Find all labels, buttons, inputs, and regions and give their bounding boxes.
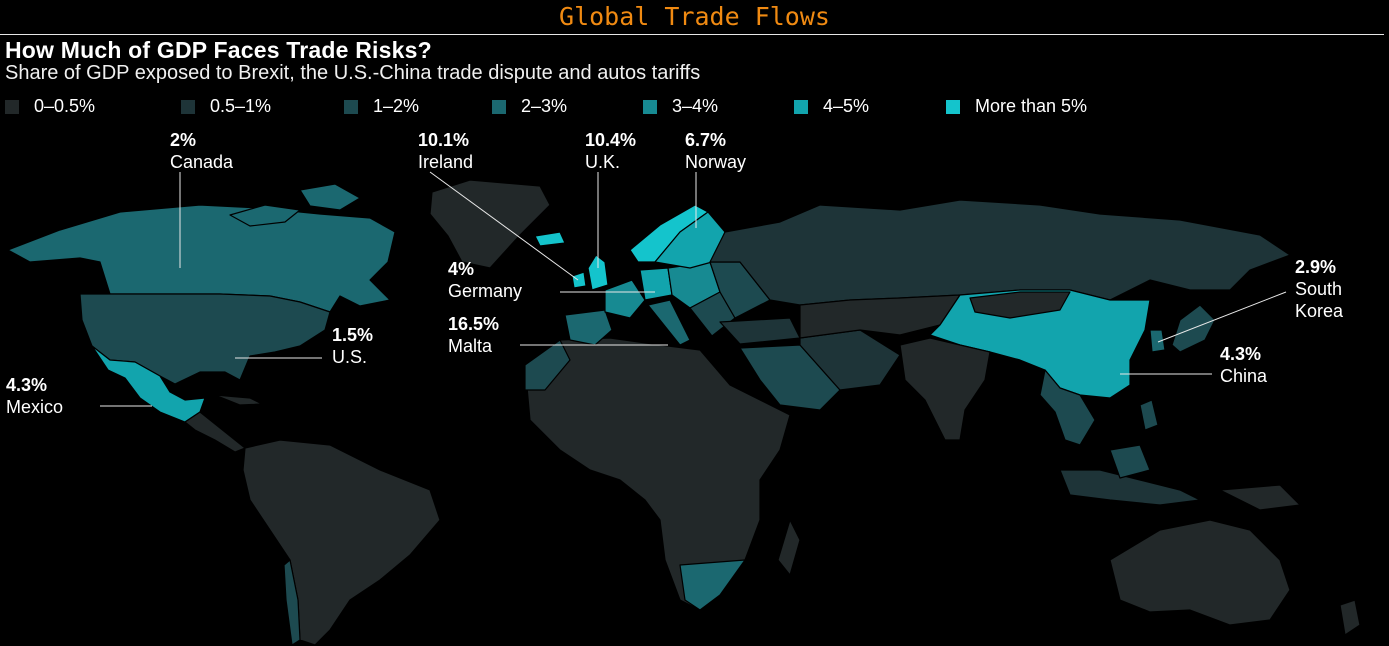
legend-label: 0.5–1% xyxy=(210,96,272,116)
callout-china: 4.3% China xyxy=(1220,343,1267,387)
callout-malta: 16.5% Malta xyxy=(448,313,499,357)
callout-value: 10.4% xyxy=(585,130,637,150)
callout-value: 2% xyxy=(170,130,197,150)
legend-label: 1–2% xyxy=(373,96,420,116)
callout-ireland: 10.1% Ireland xyxy=(418,129,473,173)
region-new-guinea xyxy=(1219,484,1301,511)
region-iberia xyxy=(564,309,613,346)
region-iceland xyxy=(534,231,566,247)
callout-south-korea: 2.9% South Korea xyxy=(1295,256,1375,322)
legend-swatch xyxy=(946,99,960,114)
callout-value: 1.5% xyxy=(332,325,374,345)
region-greenland xyxy=(429,179,551,269)
callout-mexico: 4.3% Mexico xyxy=(6,374,63,418)
header-title: Global Trade Flows xyxy=(559,2,830,31)
callout-name: Canada xyxy=(170,152,234,172)
callout-value: 4.3% xyxy=(1220,344,1262,364)
callout-name: Norway xyxy=(685,152,747,172)
header-divider xyxy=(0,34,1384,35)
callout-name: South Korea xyxy=(1295,279,1344,321)
callout-name: Mexico xyxy=(6,397,64,417)
callout-value: 10.1% xyxy=(418,130,470,150)
legend-item: 1–2% xyxy=(344,96,419,117)
callout-uk: 10.4% U.K. xyxy=(585,129,636,173)
region-turkey xyxy=(719,317,801,345)
callout-norway: 6.7% Norway xyxy=(685,129,746,173)
region-chile xyxy=(283,559,301,646)
region-africa xyxy=(524,337,791,611)
legend-swatch xyxy=(643,99,657,114)
region-india xyxy=(899,337,991,441)
region-caribbean xyxy=(214,394,263,406)
leader-line-ireland xyxy=(429,171,579,281)
legend-swatch xyxy=(181,99,195,114)
legend-item: 3–4% xyxy=(643,96,718,117)
callout-value: 6.7% xyxy=(685,130,727,150)
legend-label: 0–0.5% xyxy=(34,96,96,116)
legend-swatch xyxy=(492,99,506,114)
legend-swatch xyxy=(5,99,19,114)
region-canada-islands xyxy=(229,204,301,227)
callout-name: Ireland xyxy=(418,152,474,172)
region-germany xyxy=(639,267,673,301)
legend-item: 4–5% xyxy=(794,96,869,117)
legend-label: 2–3% xyxy=(521,96,568,116)
legend-swatch xyxy=(794,99,808,114)
callout-value: 4% xyxy=(448,259,475,279)
region-morocco xyxy=(524,339,571,391)
callout-name: U.K. xyxy=(585,152,621,172)
region-mongolia xyxy=(969,291,1071,319)
region-mexico xyxy=(91,345,206,423)
region-uk xyxy=(587,254,609,291)
legend-label: 3–4% xyxy=(672,96,719,116)
callout-value: 4.3% xyxy=(6,375,48,395)
region-russia xyxy=(709,199,1291,306)
legend-item: 0–0.5% xyxy=(5,96,95,117)
legend-item: 2–3% xyxy=(492,96,567,117)
callout-name: Malta xyxy=(448,336,493,356)
chart-title: How Much of GDP Faces Trade Risks? xyxy=(5,37,432,63)
callout-name: Germany xyxy=(448,281,523,301)
legend-item: 0.5–1% xyxy=(181,96,271,117)
region-france xyxy=(604,279,646,319)
region-korea xyxy=(1149,329,1166,353)
region-canada xyxy=(7,204,396,313)
region-new-zealand xyxy=(1339,599,1361,636)
callout-us: 1.5% U.S. xyxy=(332,324,373,368)
legend-swatch xyxy=(344,99,358,114)
legend-label: More than 5% xyxy=(975,96,1088,116)
region-central-america xyxy=(184,411,246,453)
callout-value: 2.9% xyxy=(1295,257,1337,277)
callout-name: China xyxy=(1220,366,1268,386)
chart-subtitle: Share of GDP exposed to Brexit, the U.S.… xyxy=(5,62,701,84)
callout-germany: 4% Germany xyxy=(448,258,522,302)
leader-line-south-korea xyxy=(1157,291,1287,343)
region-southeast-asia xyxy=(1039,369,1096,446)
header: Global Trade Flows xyxy=(0,0,1389,36)
region-indonesia xyxy=(1059,469,1201,506)
region-south-africa xyxy=(679,559,746,611)
callout-name: U.S. xyxy=(332,347,368,367)
legend-label: 4–5% xyxy=(823,96,870,116)
legend-item: More than 5% xyxy=(946,96,1087,117)
callout-value: 16.5% xyxy=(448,314,500,334)
callout-canada: 2% Canada xyxy=(170,129,233,173)
region-australia xyxy=(1109,519,1291,626)
region-italy xyxy=(647,299,691,346)
region-madagascar xyxy=(777,519,801,576)
region-canada-islands xyxy=(299,183,361,211)
region-ireland xyxy=(571,271,587,289)
region-south-america xyxy=(242,439,441,646)
region-borneo xyxy=(1109,444,1151,479)
region-philippines xyxy=(1139,399,1159,431)
